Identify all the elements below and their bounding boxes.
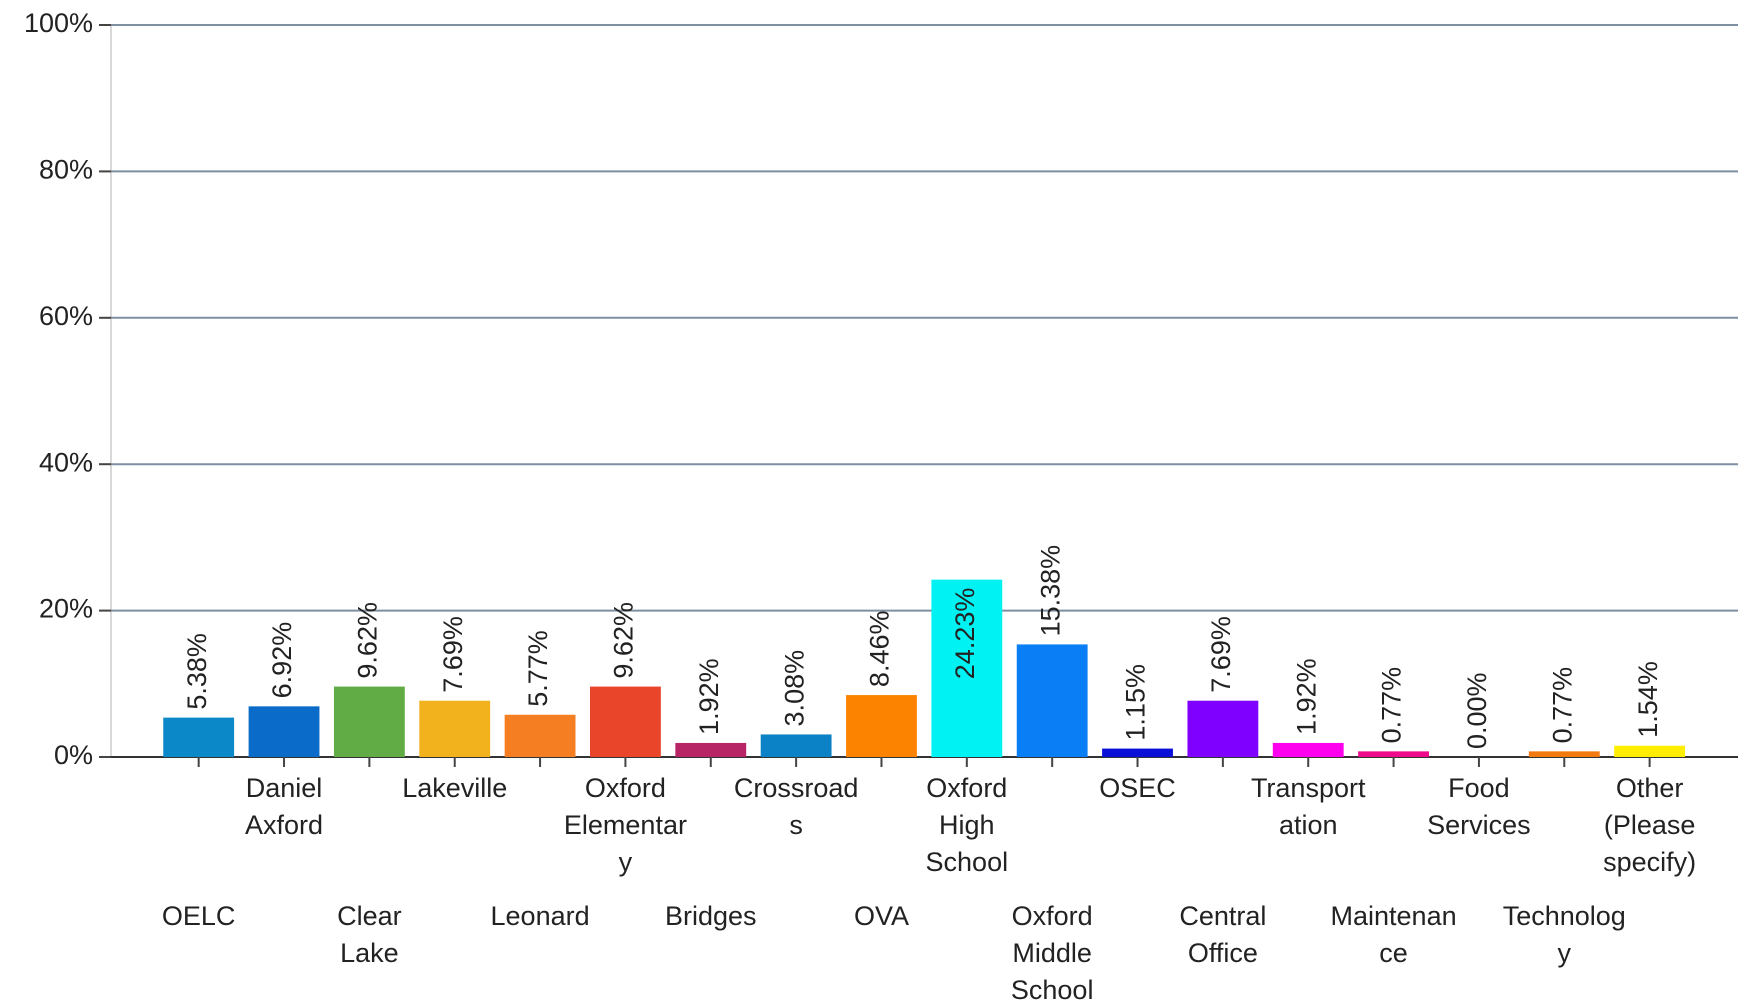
value-label: 8.46%: [865, 611, 895, 688]
value-label: 15.38%: [1035, 545, 1065, 637]
y-tick-label: 20%: [39, 594, 93, 624]
bar: [1016, 644, 1088, 757]
value-label: 0.00%: [1462, 672, 1492, 749]
bar: [675, 742, 747, 757]
x-tick-label: Bridges: [665, 901, 757, 931]
x-tick-label: Clear Lake: [337, 901, 402, 968]
x-tick-label: Oxford High School: [926, 773, 1009, 877]
value-label: 0.77%: [1547, 667, 1577, 744]
bar: [1187, 700, 1259, 757]
bar: [1614, 745, 1686, 757]
value-label: 1.54%: [1633, 661, 1663, 738]
y-tick-label: 60%: [39, 301, 93, 331]
value-label: 0.77%: [1377, 667, 1407, 744]
value-label: 3.08%: [779, 650, 809, 727]
x-tick-label: Daniel Axford: [245, 773, 323, 840]
value-label: 1.92%: [694, 658, 724, 735]
bar: [248, 706, 320, 757]
bar: [1102, 748, 1173, 757]
x-tick-label: Central Office: [1179, 901, 1266, 968]
value-label: 5.38%: [182, 633, 212, 710]
value-label: 5.77%: [523, 630, 553, 707]
value-label: 9.62%: [609, 602, 639, 679]
bar: [760, 734, 832, 757]
bar: [1358, 751, 1429, 757]
y-tick-label: 100%: [24, 8, 93, 38]
x-tick-label: Technolog y: [1503, 901, 1626, 968]
x-tick-label: Other (Please specify): [1603, 773, 1696, 877]
value-label: 7.69%: [1206, 616, 1236, 693]
bar: [419, 700, 491, 757]
y-tick-label: 80%: [39, 155, 93, 185]
x-tick-label: Oxford Middle School: [1011, 901, 1094, 1005]
x-tick-label: OVA: [854, 901, 909, 931]
x-tick-label: Crossroad s: [734, 773, 859, 840]
value-label: 1.15%: [1121, 664, 1151, 741]
x-tick-label: OSEC: [1099, 773, 1176, 803]
value-label: 1.92%: [1291, 658, 1321, 735]
x-tick-label: OELC: [162, 901, 236, 931]
x-tick-label: Lakeville: [402, 773, 507, 803]
value-label: 6.92%: [267, 622, 297, 699]
value-label: 24.23%: [950, 588, 980, 680]
value-label: 9.62%: [353, 602, 383, 679]
x-tick-label: Food Services: [1427, 773, 1531, 840]
bar: [846, 695, 917, 757]
x-tick-label: Leonard: [491, 901, 590, 931]
x-tick-label: Maintenan ce: [1331, 901, 1457, 968]
y-tick-label: 0%: [54, 740, 93, 770]
bar: [504, 714, 576, 757]
bar: [163, 717, 235, 757]
bar: [1528, 751, 1600, 757]
bar: [1272, 742, 1344, 757]
x-tick-label: Oxford Elementar y: [564, 773, 687, 877]
value-label: 7.69%: [438, 616, 468, 693]
x-tick-label: Transport ation: [1251, 773, 1366, 840]
bar: [333, 686, 405, 757]
y-tick-label: 40%: [39, 447, 93, 477]
bar: [931, 579, 1003, 757]
bar: [590, 686, 661, 757]
